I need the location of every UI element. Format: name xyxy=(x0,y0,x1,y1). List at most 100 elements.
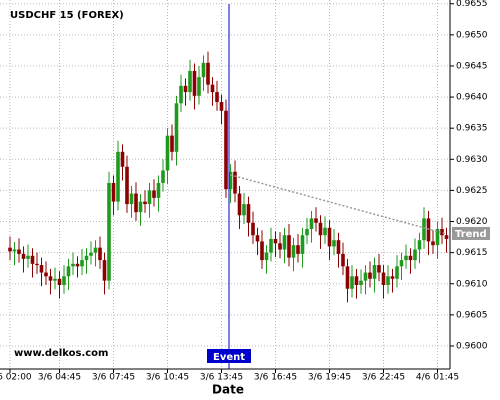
candle-body xyxy=(71,263,75,267)
x-tick-label: 3/6 16:45 xyxy=(254,373,297,383)
candle-body xyxy=(377,265,381,273)
candle-body xyxy=(444,235,449,239)
y-tick-label: 0.9610 xyxy=(456,279,488,289)
candle-body xyxy=(345,266,350,289)
x-tick-label: 3/6 13:45 xyxy=(200,373,243,383)
candle-body xyxy=(111,182,116,202)
candle-body xyxy=(278,243,282,250)
x-axis-title: Date xyxy=(212,383,244,397)
grid xyxy=(0,0,450,369)
candle-body xyxy=(426,218,431,242)
candle-body xyxy=(143,201,147,205)
candle-body xyxy=(170,135,174,152)
candle-body xyxy=(107,182,111,281)
candle-body xyxy=(296,245,300,254)
candle-body xyxy=(368,272,372,279)
candle-body xyxy=(372,265,377,279)
candle-body xyxy=(233,171,237,194)
candle-body xyxy=(435,228,440,246)
candle-body xyxy=(53,278,57,281)
candle-body xyxy=(35,263,39,266)
candle-body xyxy=(134,193,138,213)
candle-body xyxy=(359,280,363,285)
candle-body xyxy=(417,240,422,250)
candle-body xyxy=(224,110,228,190)
candle-body xyxy=(165,135,170,171)
candle-body xyxy=(246,204,251,223)
candle-body xyxy=(116,151,120,202)
candle-body xyxy=(201,62,206,78)
y-tick-label: 0.9600 xyxy=(456,341,488,351)
candle-body xyxy=(192,70,197,96)
candle-body xyxy=(363,272,368,281)
candle-body xyxy=(215,92,219,103)
candle-body xyxy=(431,241,435,246)
candle-body xyxy=(98,247,102,261)
y-tick-label: 0.9635 xyxy=(456,124,488,134)
candle-body xyxy=(390,276,395,279)
trend-label: Trend xyxy=(455,229,487,240)
candle-body xyxy=(422,218,426,241)
candle-body xyxy=(125,166,129,205)
trend-label-box xyxy=(452,226,490,240)
candle-body xyxy=(350,276,354,289)
candle-body xyxy=(237,193,242,216)
candle-body xyxy=(89,252,93,256)
candle-body xyxy=(291,245,296,258)
candle-body xyxy=(57,278,62,285)
x-tick-label: 3/6 10:45 xyxy=(146,373,189,383)
x-tick-label: 3/6 04:45 xyxy=(38,373,81,383)
candle-body xyxy=(300,235,305,254)
event-label: Event xyxy=(213,352,245,363)
candle-body xyxy=(188,70,192,93)
candle-body xyxy=(26,255,30,259)
candle-body xyxy=(161,170,165,183)
candle-body xyxy=(323,227,327,236)
candle-body xyxy=(39,265,44,273)
candle-body xyxy=(336,240,341,254)
candle-body xyxy=(404,255,408,261)
candle-body xyxy=(242,204,246,216)
candle-body xyxy=(251,222,255,236)
candle-body xyxy=(282,235,287,250)
y-tick-label: 0.9615 xyxy=(456,248,488,258)
candle-body xyxy=(48,276,53,281)
candle-body xyxy=(62,276,66,285)
candle-body xyxy=(332,240,336,247)
candle-body xyxy=(305,228,309,236)
candle-body xyxy=(314,218,318,223)
candle-body xyxy=(206,62,210,85)
candle-body xyxy=(255,235,260,242)
candle-body xyxy=(260,241,264,261)
event-label-box xyxy=(207,349,251,363)
candle-body xyxy=(12,249,17,252)
candle-body xyxy=(440,228,444,236)
plot xyxy=(8,51,449,303)
candle-body xyxy=(80,260,84,267)
candle-body xyxy=(399,260,404,267)
candle-body xyxy=(174,103,179,152)
candle-body xyxy=(93,247,98,253)
candle-body xyxy=(408,255,413,261)
y-tick-label: 0.9630 xyxy=(456,155,488,165)
candle-body xyxy=(273,238,278,244)
chart-title: USDCHF 15 (FOREX) xyxy=(10,10,124,21)
x-tick-label: 3/6 07:45 xyxy=(92,373,135,383)
candle-body xyxy=(228,171,233,190)
candle-body xyxy=(102,260,107,281)
x-tick-label: 3/6 22:45 xyxy=(362,373,405,383)
candle-body xyxy=(309,218,314,229)
candle-body xyxy=(44,272,48,277)
candle-body xyxy=(395,266,399,279)
x-tick-label: 3/6 19:45 xyxy=(308,373,351,383)
candle-body xyxy=(21,253,26,259)
y-tick-label: 0.9650 xyxy=(456,30,488,40)
candle-body xyxy=(152,190,156,198)
candle-body xyxy=(269,238,273,253)
trend-line xyxy=(230,174,447,235)
x-tick-label: 4/6 01:45 xyxy=(416,373,459,383)
y-tick-label: 0.9645 xyxy=(456,61,488,71)
candle-body xyxy=(147,190,152,205)
y-tick-label: 0.9655 xyxy=(456,0,488,9)
